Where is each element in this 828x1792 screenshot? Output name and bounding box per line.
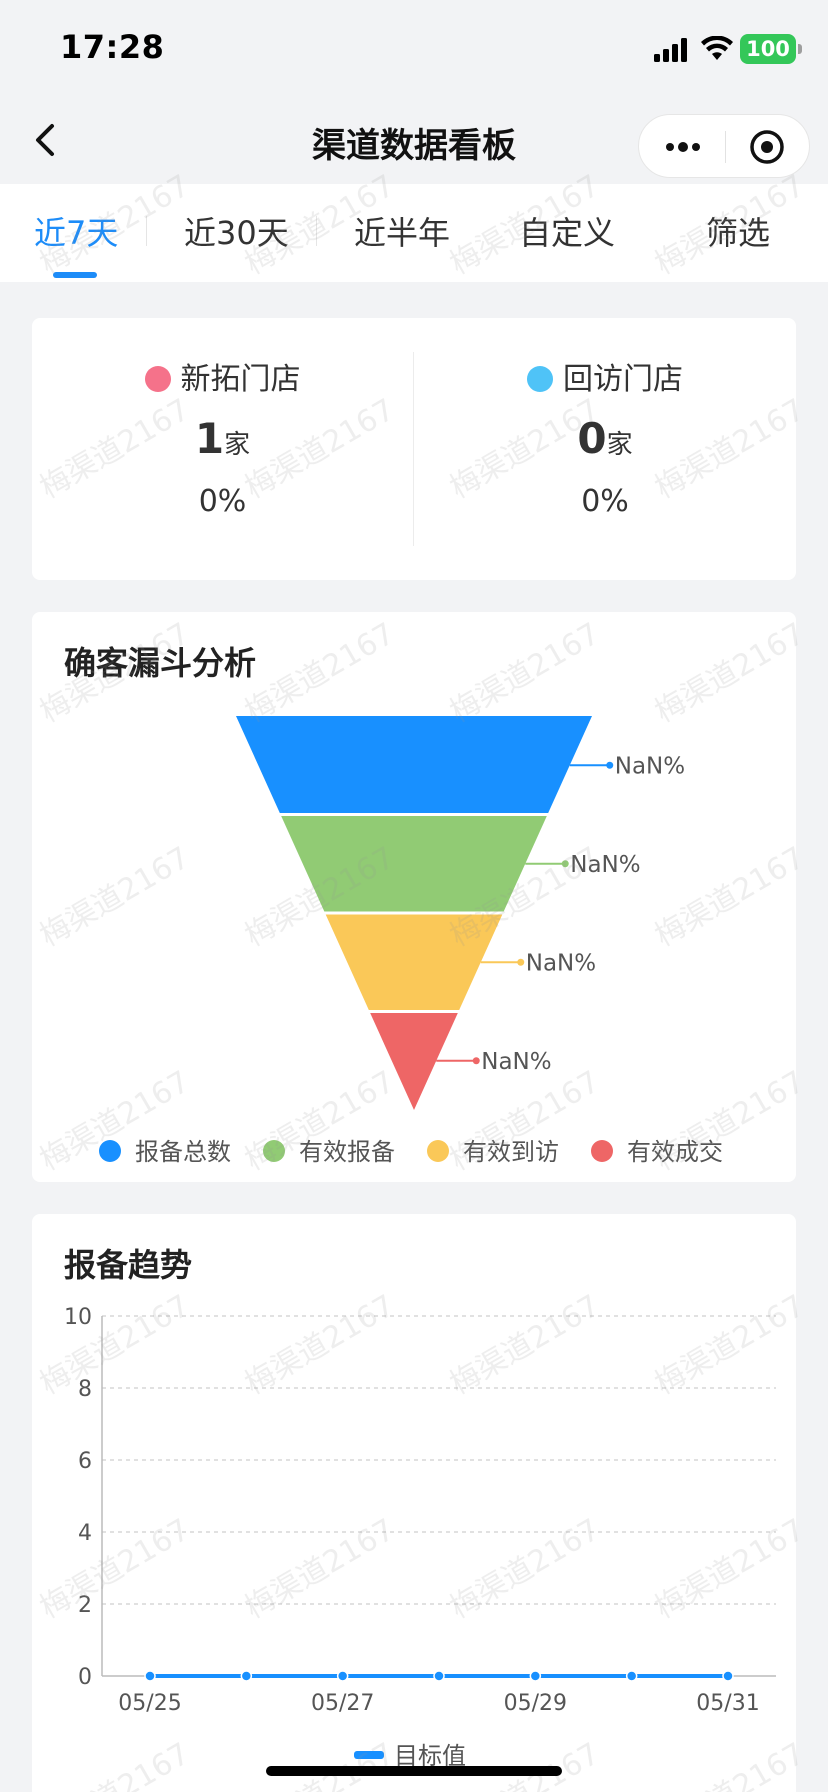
series-point[interactable]	[336, 1670, 349, 1682]
revisit-store-label: 回访门店	[563, 362, 683, 397]
y-tick-label: 4	[78, 1521, 92, 1546]
y-tick-label: 8	[78, 1377, 92, 1402]
x-tick-label: 05/31	[696, 1691, 759, 1716]
legend-label[interactable]: 目标值	[394, 1742, 466, 1770]
legend-marker[interactable]	[354, 1751, 384, 1759]
report-trend-card: 报备趋势 0 2 4 6 8 10 05/25 05/27 05/29 05/31 目标值	[32, 1214, 796, 1792]
time-range-tabs: 近7天 近30天 近半年 自定义 筛选	[0, 184, 828, 282]
x-tick-label: 05/27	[311, 1691, 374, 1716]
funnel-label-dot	[606, 761, 614, 769]
funnel-chart: NaN% NaN% NaN% NaN% 报备总数 有效报备 有效到访 有效成交	[99, 716, 723, 1166]
funnel-stage-percent: NaN%	[526, 950, 596, 976]
stats-divider	[413, 352, 414, 546]
legend-label[interactable]: 有效到访	[463, 1138, 559, 1166]
revisit-store-percent: 0%	[581, 484, 629, 519]
x-tick-label: 05/29	[504, 1691, 567, 1716]
new-store-label: 新拓门店	[180, 362, 301, 397]
y-tick-label: 10	[64, 1305, 92, 1330]
new-store-value-row: 1家	[32, 414, 413, 463]
status-time: 17:28	[60, 28, 165, 66]
active-tab-indicator	[53, 272, 97, 278]
y-tick-label: 6	[78, 1449, 92, 1474]
trend-legend: 目标值	[354, 1742, 466, 1770]
series-point[interactable]	[144, 1670, 156, 1682]
funnel-label-dot	[517, 958, 525, 966]
status-bar: 17:28 100	[0, 0, 828, 96]
funnel-segment[interactable]	[236, 716, 592, 813]
x-tick-label: 05/25	[118, 1691, 181, 1716]
funnel-segment[interactable]	[281, 816, 547, 912]
funnel-segment[interactable]	[370, 1013, 458, 1110]
new-store-color-dot	[144, 366, 171, 392]
revisit-store-label-row: 回访门店	[414, 354, 796, 398]
series-point[interactable]	[433, 1670, 445, 1682]
series-point[interactable]	[529, 1670, 542, 1682]
revisit-store-count: 0	[577, 414, 607, 463]
y-tick-label: 2	[78, 1593, 92, 1618]
revisit-store-value-row: 0家	[414, 414, 796, 463]
back-arrow-icon[interactable]	[30, 118, 60, 162]
cellular-signal-icon	[654, 38, 687, 62]
trend-line-chart: 0 2 4 6 8 10 05/25 05/27 05/29 05/31 目标值	[64, 1305, 776, 1770]
page-title: 渠道数据看板	[312, 126, 516, 166]
funnel-legend: 报备总数 有效报备 有效到访 有效成交	[99, 1138, 723, 1166]
legend-marker[interactable]	[591, 1140, 613, 1162]
series-point[interactable]	[625, 1670, 638, 1682]
tab-30-days[interactable]: 近30天	[184, 214, 289, 252]
new-store-unit: 家	[224, 430, 251, 460]
funnel-stage-percent: NaN%	[570, 852, 640, 878]
funnel-analysis-card: 确客漏斗分析 NaN% NaN% NaN% NaN% 报备总数 有效报备 有效到访 有效成交	[32, 612, 796, 1182]
legend-marker[interactable]	[99, 1140, 121, 1162]
home-indicator	[266, 1766, 562, 1776]
more-options-icon[interactable]	[663, 135, 703, 159]
tab-separator	[316, 216, 317, 246]
tab-custom[interactable]: 自定义	[519, 214, 616, 252]
legend-label[interactable]: 有效报备	[299, 1138, 395, 1166]
legend-label[interactable]: 有效成交	[627, 1138, 723, 1166]
funnel-title: 确客漏斗分析	[64, 644, 257, 682]
funnel-label-dot	[561, 860, 569, 868]
legend-marker[interactable]	[263, 1140, 285, 1162]
funnel-stage-percent: NaN%	[481, 1049, 551, 1075]
revisit-store-color-dot	[527, 366, 553, 392]
series-point[interactable]	[722, 1670, 734, 1682]
series-point[interactable]	[240, 1670, 253, 1682]
battery-cap	[798, 44, 802, 54]
funnel-stage-percent: NaN%	[615, 753, 685, 779]
battery-level: 100	[740, 34, 796, 64]
new-store-percent: 0%	[198, 484, 247, 519]
miniprogram-capsule	[638, 114, 810, 178]
y-tick-label: 0	[78, 1665, 92, 1690]
funnel-segment[interactable]	[325, 914, 503, 1011]
revisit-store-unit: 家	[606, 430, 633, 460]
navigation-bar: 渠道数据看板	[0, 96, 828, 184]
tab-filter[interactable]: 筛选	[706, 214, 771, 252]
legend-label[interactable]: 报备总数	[135, 1138, 231, 1166]
tab-half-year[interactable]: 近半年	[354, 214, 451, 252]
funnel-label-dot	[472, 1057, 480, 1065]
capsule-divider	[725, 131, 726, 163]
tab-separator	[146, 216, 147, 246]
trend-title: 报备趋势	[64, 1246, 193, 1284]
new-store-count: 1	[194, 414, 225, 463]
new-store-label-row: 新拓门店	[32, 354, 413, 398]
tab-7-days[interactable]: 近7天	[34, 214, 119, 252]
store-stats-card: 新拓门店 1家 0% 回访门店 0家 0%	[32, 318, 796, 580]
wifi-icon	[701, 36, 733, 60]
close-miniprogram-icon[interactable]	[749, 129, 785, 165]
legend-marker[interactable]	[427, 1140, 449, 1162]
